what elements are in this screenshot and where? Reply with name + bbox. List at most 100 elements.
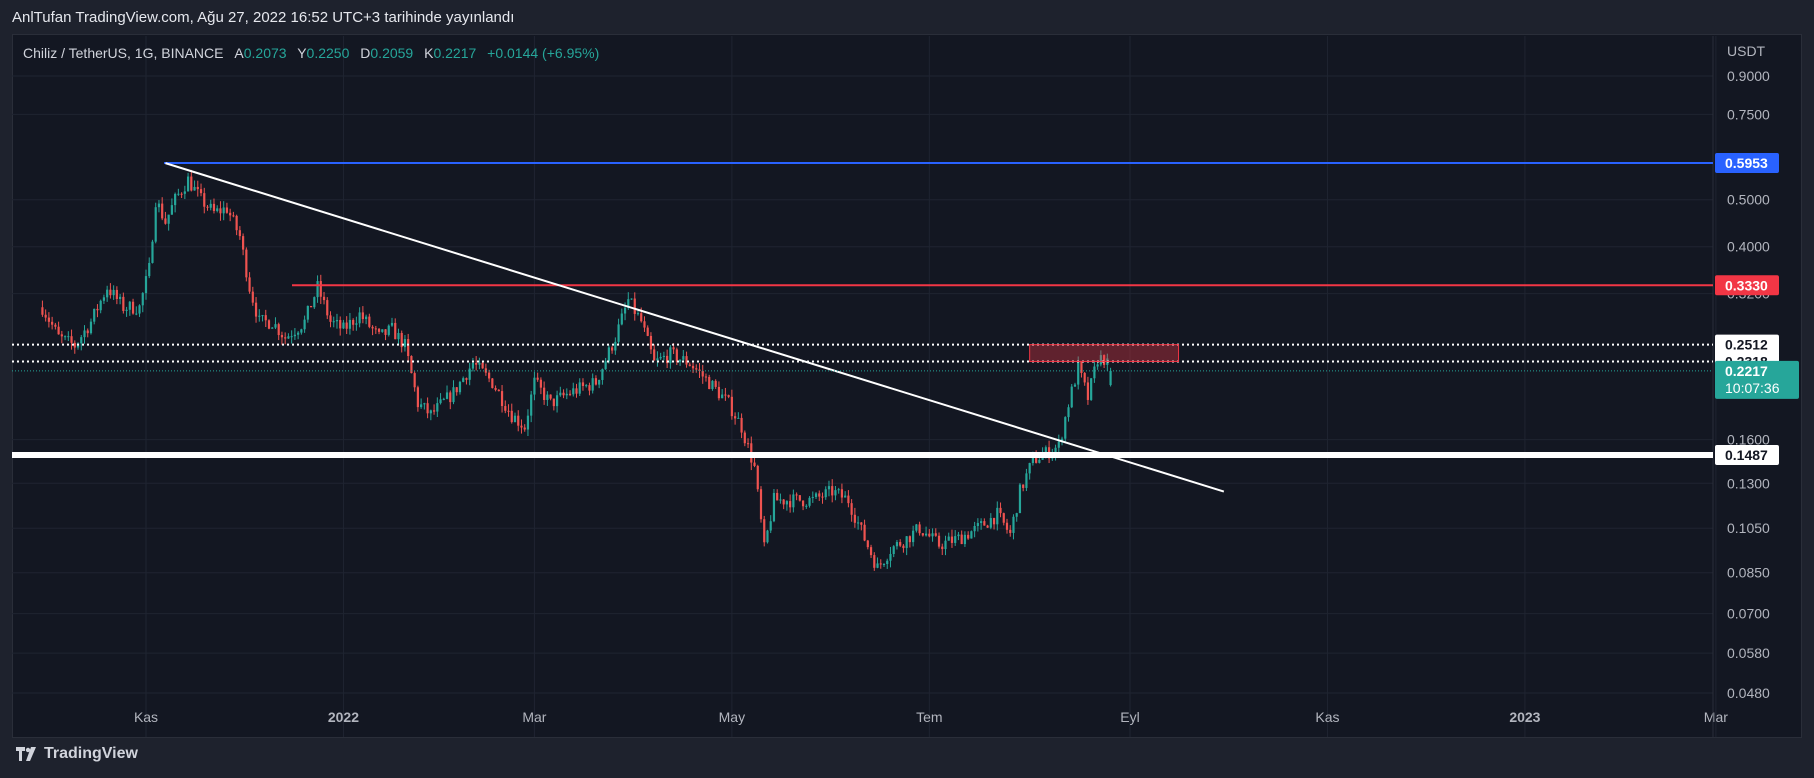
candle-body <box>1057 441 1060 448</box>
candle-body <box>801 500 805 507</box>
candle-body <box>397 332 400 340</box>
candle-body <box>869 547 873 556</box>
candle-body <box>73 342 76 348</box>
candle-body <box>458 381 462 393</box>
candle-body <box>390 322 394 326</box>
candle-body <box>776 492 779 501</box>
candle-body <box>365 316 368 320</box>
candle-body <box>484 368 487 373</box>
candle-body <box>345 322 348 329</box>
candle-body <box>277 324 280 336</box>
candle-body <box>701 370 704 377</box>
candle-body <box>585 385 588 387</box>
candle-body <box>63 336 67 338</box>
candle-body <box>824 489 827 498</box>
candle-body <box>640 313 643 322</box>
level-label-bg <box>1715 153 1779 174</box>
trendline <box>165 162 1225 493</box>
candle-body <box>950 536 954 543</box>
candle-body <box>229 212 232 216</box>
candle-body <box>352 319 355 325</box>
candle-body <box>148 262 151 277</box>
candle-body <box>491 378 494 388</box>
candle-body <box>271 327 274 329</box>
candle-body <box>944 540 947 550</box>
candle-body <box>471 363 475 369</box>
candle-body <box>297 332 300 335</box>
candle-body <box>374 328 377 330</box>
candle-body <box>513 415 517 423</box>
last-price-label: 0.2217 <box>1725 363 1768 379</box>
candle-body <box>1015 513 1018 517</box>
candle-body <box>1054 447 1057 454</box>
candle-body <box>80 337 83 344</box>
y-tick-label: 0.4000 <box>1727 239 1770 255</box>
candle-body <box>539 379 542 388</box>
x-tick-label: Tem <box>916 709 942 725</box>
candle-body <box>611 347 614 351</box>
candle-body <box>730 396 733 417</box>
candle-body <box>423 403 426 405</box>
candle-body <box>280 335 284 338</box>
candle-body <box>83 330 86 338</box>
candle-body <box>219 208 222 214</box>
candle-body <box>866 540 869 548</box>
candle-body <box>186 176 190 192</box>
candle-body <box>449 392 452 403</box>
candle-body <box>481 362 484 369</box>
candle-body <box>840 489 844 498</box>
candle-body <box>957 534 960 537</box>
candle-body <box>1018 484 1022 514</box>
candle-body <box>151 241 154 263</box>
candle-body <box>717 386 721 399</box>
candle-body <box>57 326 60 335</box>
candle-body <box>533 377 536 395</box>
candle-body <box>552 398 555 407</box>
candle-body <box>818 493 821 497</box>
candle-body <box>808 497 811 506</box>
candle-body <box>614 341 617 351</box>
candle-body <box>1035 454 1038 463</box>
level-label-bg <box>1715 334 1779 355</box>
candle-body <box>258 315 261 317</box>
chart-frame[interactable] <box>12 34 1802 738</box>
candle-body <box>669 347 672 364</box>
candle-body <box>772 492 776 522</box>
candle-body <box>497 389 500 392</box>
candle-body <box>319 281 322 297</box>
symbol-name: Chiliz / TetherUS, 1G, BINANCE <box>23 45 224 61</box>
candle-body <box>109 289 112 296</box>
candle-body <box>785 501 788 505</box>
candle-body <box>753 462 756 466</box>
candle-body <box>377 328 381 332</box>
candle-body <box>623 307 627 314</box>
high-label: Y <box>297 45 307 61</box>
candle-body <box>70 336 73 343</box>
candle-body <box>711 380 714 390</box>
candle-body <box>727 395 730 397</box>
last-price-label-bg <box>1715 360 1799 399</box>
candle-body <box>1073 384 1077 387</box>
candle-body <box>708 376 711 390</box>
tradingview-logo[interactable]: TradingView <box>16 745 138 763</box>
candle-body <box>209 203 212 208</box>
candle-body <box>630 298 633 300</box>
candle-body <box>429 410 432 414</box>
level-label-bg <box>1715 444 1779 465</box>
x-tick-label: 2023 <box>1509 709 1540 725</box>
candle-body <box>361 312 364 320</box>
candle-body <box>986 525 989 528</box>
candle-body <box>536 377 539 380</box>
candle-body <box>225 207 229 213</box>
candle-body <box>180 193 183 195</box>
candle-body <box>1064 417 1067 439</box>
candle-body <box>646 327 649 336</box>
candle-body <box>1093 366 1096 379</box>
candle-body <box>756 465 759 490</box>
candle-body <box>607 347 610 362</box>
candle-body <box>704 376 708 378</box>
close-label: K <box>424 45 434 61</box>
candle-body <box>821 496 824 498</box>
candle-body <box>591 378 594 391</box>
